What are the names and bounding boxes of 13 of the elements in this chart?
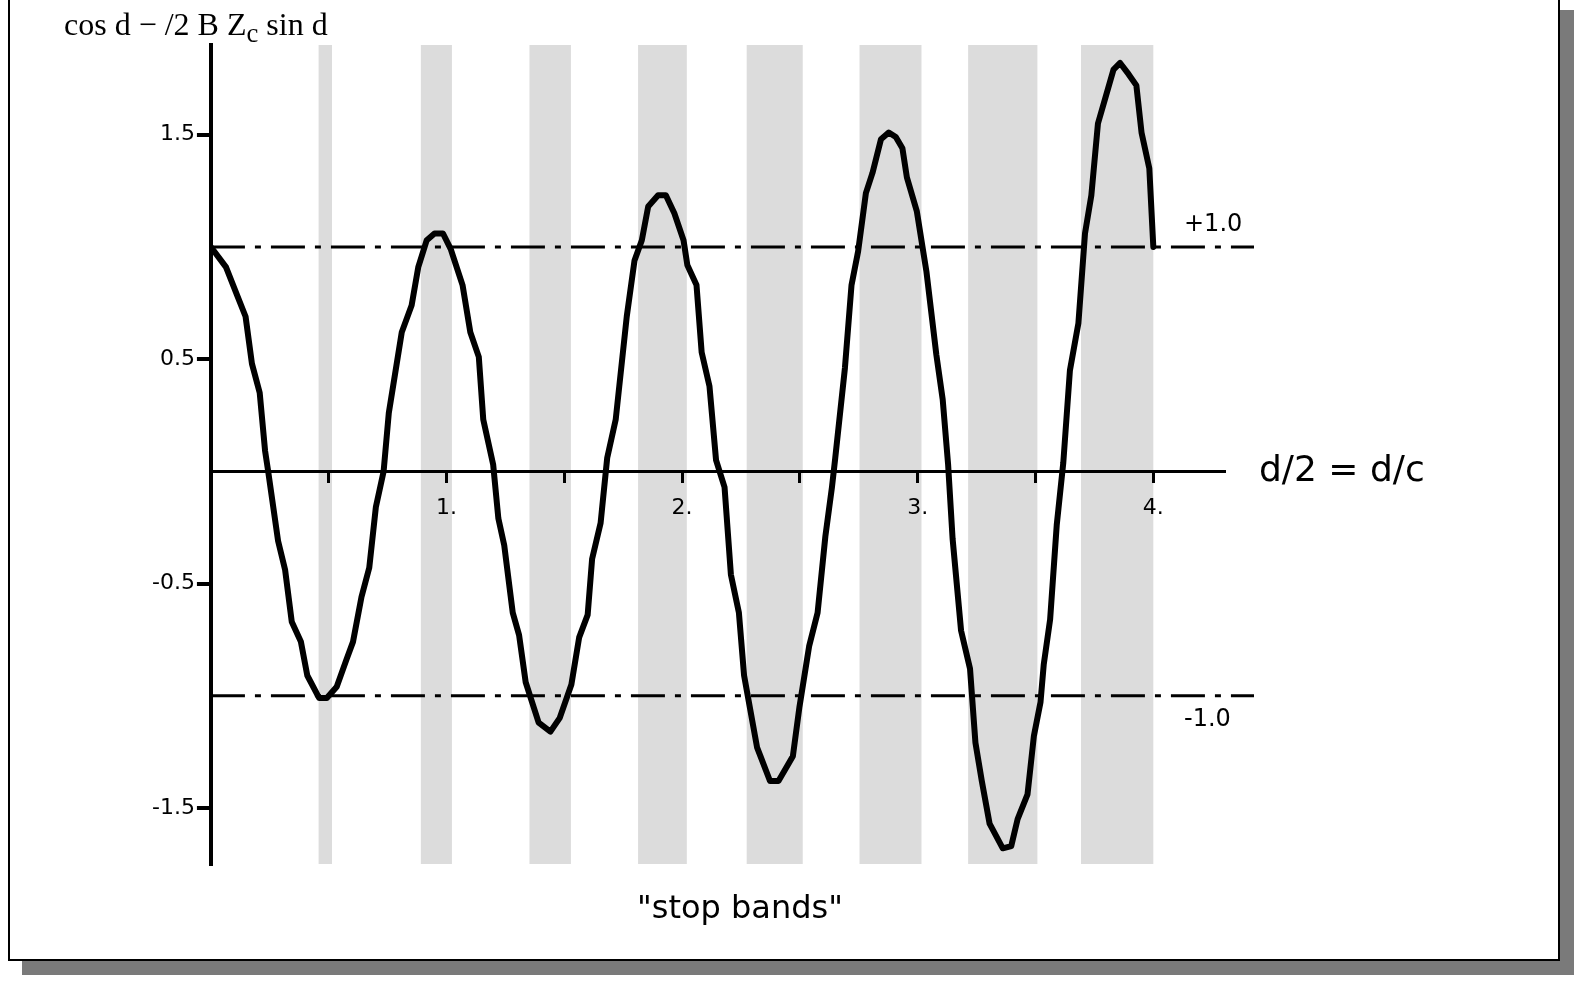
y-tick-label: 1.5 — [159, 120, 195, 146]
x-tick-label: 1. — [436, 494, 458, 520]
y-tick-label: 0.5 — [159, 344, 195, 370]
x-axis-title: d/2 = d/c — [1259, 447, 1425, 489]
x-tick-label: 2. — [671, 494, 693, 520]
text: "stop bands" — [636, 888, 844, 926]
y-tick-label: -0.5 — [151, 569, 195, 595]
x-tick-label: 3. — [907, 494, 929, 520]
chart-title: cos d − /2 B Z$_{c}$ sin d — [64, 6, 328, 50]
x-tick-label: 4. — [1142, 494, 1164, 520]
y-tick-label: -1.5 — [151, 793, 195, 819]
ref-line-label: +1.0 — [1184, 209, 1243, 238]
ref-line-label: -1.0 — [1184, 703, 1231, 732]
